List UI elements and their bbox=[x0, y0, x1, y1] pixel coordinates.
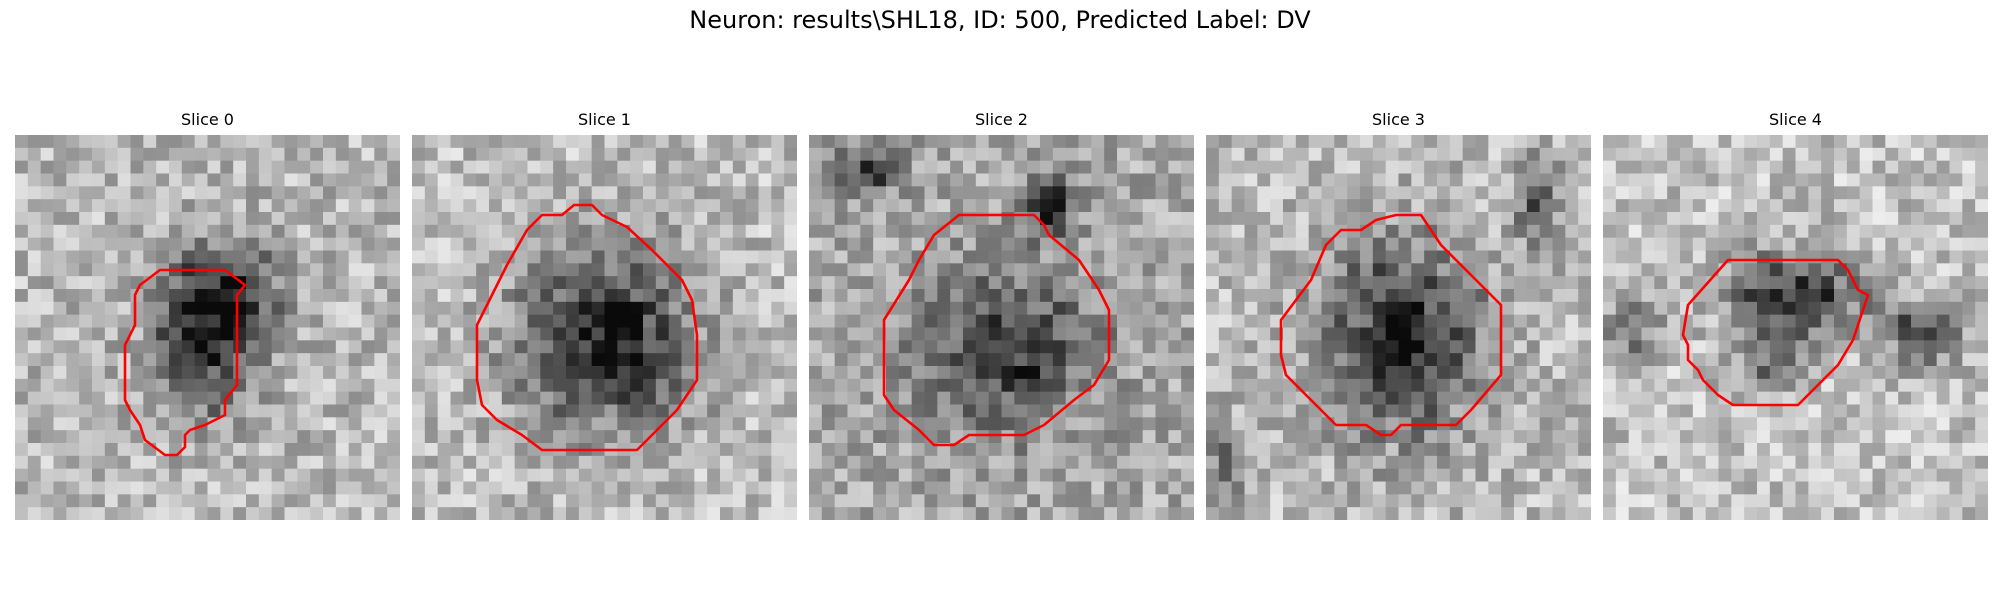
slice-image-2 bbox=[809, 135, 1194, 520]
segmentation-contour-4 bbox=[1681, 258, 1870, 407]
segmentation-contour-0 bbox=[123, 268, 247, 457]
pixel-grid-4 bbox=[1603, 135, 1988, 520]
slice-panel-2: Slice 2 bbox=[809, 110, 1194, 520]
slice-title-4: Slice 4 bbox=[1769, 110, 1822, 129]
pixel-grid-3 bbox=[1206, 135, 1591, 520]
slice-title-2: Slice 2 bbox=[975, 110, 1028, 129]
slice-title-0: Slice 0 bbox=[181, 110, 234, 129]
slice-image-1 bbox=[412, 135, 797, 520]
pixel-grid-2 bbox=[809, 135, 1194, 520]
slice-image-0 bbox=[15, 135, 400, 520]
segmentation-contour-3 bbox=[1279, 213, 1503, 437]
slice-panel-3: Slice 3 bbox=[1206, 110, 1591, 520]
pixel-grid-0 bbox=[15, 135, 400, 520]
pixel-grid-1 bbox=[412, 135, 797, 520]
slice-panel-4: Slice 4 bbox=[1603, 110, 1988, 520]
slice-title-1: Slice 1 bbox=[578, 110, 631, 129]
slice-panel-1: Slice 1 bbox=[412, 110, 797, 520]
slice-title-3: Slice 3 bbox=[1372, 110, 1425, 129]
slice-image-4 bbox=[1603, 135, 1988, 520]
slice-image-3 bbox=[1206, 135, 1591, 520]
segmentation-contour-2 bbox=[882, 213, 1111, 447]
slice-panel-0: Slice 0 bbox=[15, 110, 400, 520]
segmentation-contour-1 bbox=[475, 203, 699, 452]
figure-title: Neuron: results\SHL18, ID: 500, Predicte… bbox=[689, 6, 1311, 34]
